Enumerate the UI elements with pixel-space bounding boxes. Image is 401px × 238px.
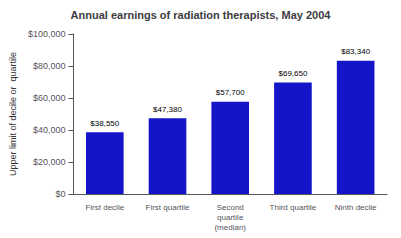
svg-text:$57,700: $57,700: [216, 88, 245, 97]
svg-text:Third quartile: Third quartile: [270, 203, 317, 212]
svg-text:$60,000: $60,000: [33, 93, 66, 103]
svg-text:$20,000: $20,000: [33, 157, 66, 167]
svg-text:$80,000: $80,000: [33, 61, 66, 71]
svg-text:Annual earnings of radiation t: Annual earnings of radiation therapists,…: [71, 9, 332, 21]
svg-text:(median): (median): [214, 223, 246, 232]
svg-text:First decile: First decile: [85, 203, 124, 212]
svg-text:quartile: quartile: [217, 213, 244, 222]
svg-text:$47,380: $47,380: [153, 105, 182, 114]
svg-text:Ninth decile: Ninth decile: [335, 203, 377, 212]
svg-text:$40,000: $40,000: [33, 125, 66, 135]
svg-text:First quartile: First quartile: [145, 203, 190, 212]
svg-text:$83,340: $83,340: [341, 47, 370, 56]
svg-text:$38,550: $38,550: [90, 119, 119, 128]
svg-text:$0: $0: [55, 189, 65, 199]
svg-text:Second: Second: [217, 203, 244, 212]
svg-text:$100,000: $100,000: [28, 29, 66, 39]
svg-text:Upper limit of decile or quar: Upper limit of decile or quartile: [8, 52, 18, 176]
svg-text:$69,650: $69,650: [278, 69, 307, 78]
